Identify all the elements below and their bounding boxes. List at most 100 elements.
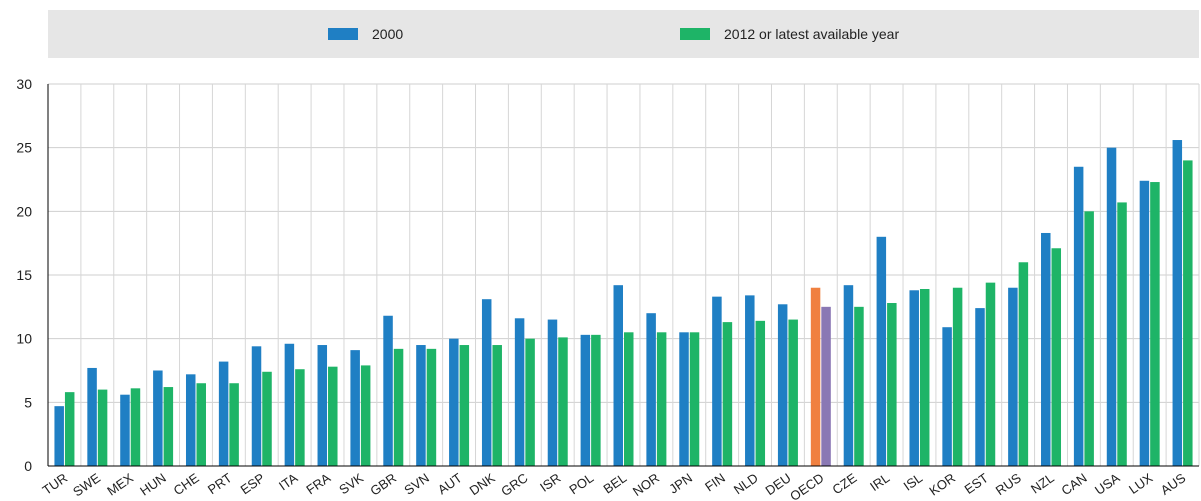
bar-can-series-1 [1084,211,1094,466]
bar-kor-series-0 [942,327,952,466]
x-tick-label: ESP [238,470,268,497]
bar-bel-series-0 [613,285,623,466]
bar-fin-series-0 [712,296,722,466]
x-tick-label: LUX [1126,470,1156,497]
bar-dnk-series-1 [492,345,502,466]
x-tick-label: EST [962,470,991,497]
bar-rus-series-0 [1008,287,1018,466]
x-tick-label: SWE [70,470,103,499]
bar-aus-series-0 [1172,140,1183,466]
bar-isl-series-0 [909,290,919,466]
bar-bel-series-1 [624,332,634,466]
bar-nzl-series-1 [1051,248,1062,466]
legend-label-2012: 2012 or latest available year [724,26,900,42]
bar-svn-series-1 [426,348,437,466]
bar-lux-series-1 [1150,182,1160,466]
y-tick-label: 20 [16,203,32,219]
bar-che-series-1 [196,383,206,466]
x-tick-label: OECD [787,470,826,501]
x-tick-label: CHE [171,470,202,498]
bar-hun-series-1 [163,387,174,466]
y-tick-label: 30 [16,76,32,92]
legend-item-2000: 2000 [328,26,404,42]
x-tick-label: ISL [901,470,926,493]
bar-swe-series-1 [97,389,108,466]
bar-aut-series-1 [459,345,470,466]
x-tick-label: KOR [926,470,958,498]
bar-prt-series-0 [218,361,229,466]
bar-isr-series-1 [558,337,568,466]
bar-aut-series-0 [449,338,459,466]
bar-swe-series-0 [87,367,97,466]
bar-nor-series-0 [646,313,656,466]
x-tick-label: TUR [40,470,70,498]
bar-grc-series-0 [514,318,525,466]
x-tick-label: JPN [666,470,695,496]
x-tick-label: MEX [104,470,136,499]
legend-item-2012: 2012 or latest available year [680,26,900,42]
x-tick-label: HUN [137,470,169,498]
bar-usa-series-1 [1117,202,1127,467]
bar-pol-series-1 [591,334,601,466]
bar-usa-series-0 [1106,147,1117,466]
legend-swatch-2000 [328,28,358,40]
x-tick-label: NZL [1028,470,1057,496]
x-tick-label: AUT [435,470,465,497]
bar-dnk-series-0 [481,299,492,466]
bar-irl-series-0 [876,236,887,466]
bar-oecd-series-0 [810,287,821,466]
x-tick-label: NOR [630,470,662,499]
bar-pol-series-0 [580,334,591,466]
bar-nld-series-0 [745,295,755,466]
x-tick-label: GRC [498,470,530,499]
bar-aus-series-1 [1183,160,1193,466]
bar-gbr-series-1 [393,348,404,466]
bar-deu-series-0 [777,304,788,466]
bar-nzl-series-0 [1041,232,1051,466]
x-tick-label: CZE [830,470,860,497]
x-tick-label: SVN [401,470,432,498]
bar-fra-series-1 [328,366,338,466]
x-tick-label: BEL [600,470,629,496]
bar-cze-series-1 [854,306,864,466]
bar-cze-series-0 [843,285,854,466]
bar-grc-series-1 [525,338,535,466]
bar-tur-series-0 [54,406,64,466]
x-tick-label: IRL [867,470,892,494]
x-tick-label: DNK [467,470,498,498]
y-tick-label: 10 [16,331,32,347]
x-tick-label: USA [1092,470,1123,498]
bar-deu-series-1 [788,319,798,466]
bar-gbr-series-0 [383,315,393,466]
x-tick-label: RUS [993,470,1024,498]
y-tick-label: 25 [16,140,32,156]
chart-legend: 2000 2012 or latest available year [48,10,1199,58]
bar-mex-series-0 [120,394,130,466]
bar-oecd-series-1 [821,306,831,466]
bar-tur-series-1 [64,392,75,466]
bar-ita-series-1 [295,369,305,466]
bar-svk-series-0 [350,350,360,466]
x-tick-label: POL [566,470,596,497]
x-tick-label: CAN [1059,470,1090,498]
legend-label-2000: 2000 [372,26,404,42]
bar-rus-series-1 [1018,262,1029,466]
y-tick-label: 5 [24,394,32,410]
bar-fin-series-1 [722,322,733,466]
bar-jpn-series-0 [679,332,689,466]
bar-esp-series-1 [262,371,272,466]
bar-che-series-0 [185,374,196,466]
x-tick-label: ITA [276,470,301,494]
x-tick-label: FIN [702,470,728,494]
x-tick-label: GBR [367,470,399,498]
x-tick-label: AUS [1158,470,1189,498]
bar-esp-series-0 [251,346,262,466]
y-tick-label: 15 [16,267,32,283]
bar-prt-series-1 [229,383,239,466]
x-tick-label: FRA [303,470,333,497]
bar-nor-series-1 [656,332,667,466]
bar-hun-series-0 [153,370,163,466]
x-tick-label: ISR [537,470,563,495]
bar-fra-series-0 [317,345,328,466]
